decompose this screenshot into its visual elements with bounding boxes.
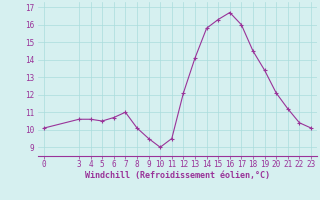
X-axis label: Windchill (Refroidissement éolien,°C): Windchill (Refroidissement éolien,°C) (85, 171, 270, 180)
